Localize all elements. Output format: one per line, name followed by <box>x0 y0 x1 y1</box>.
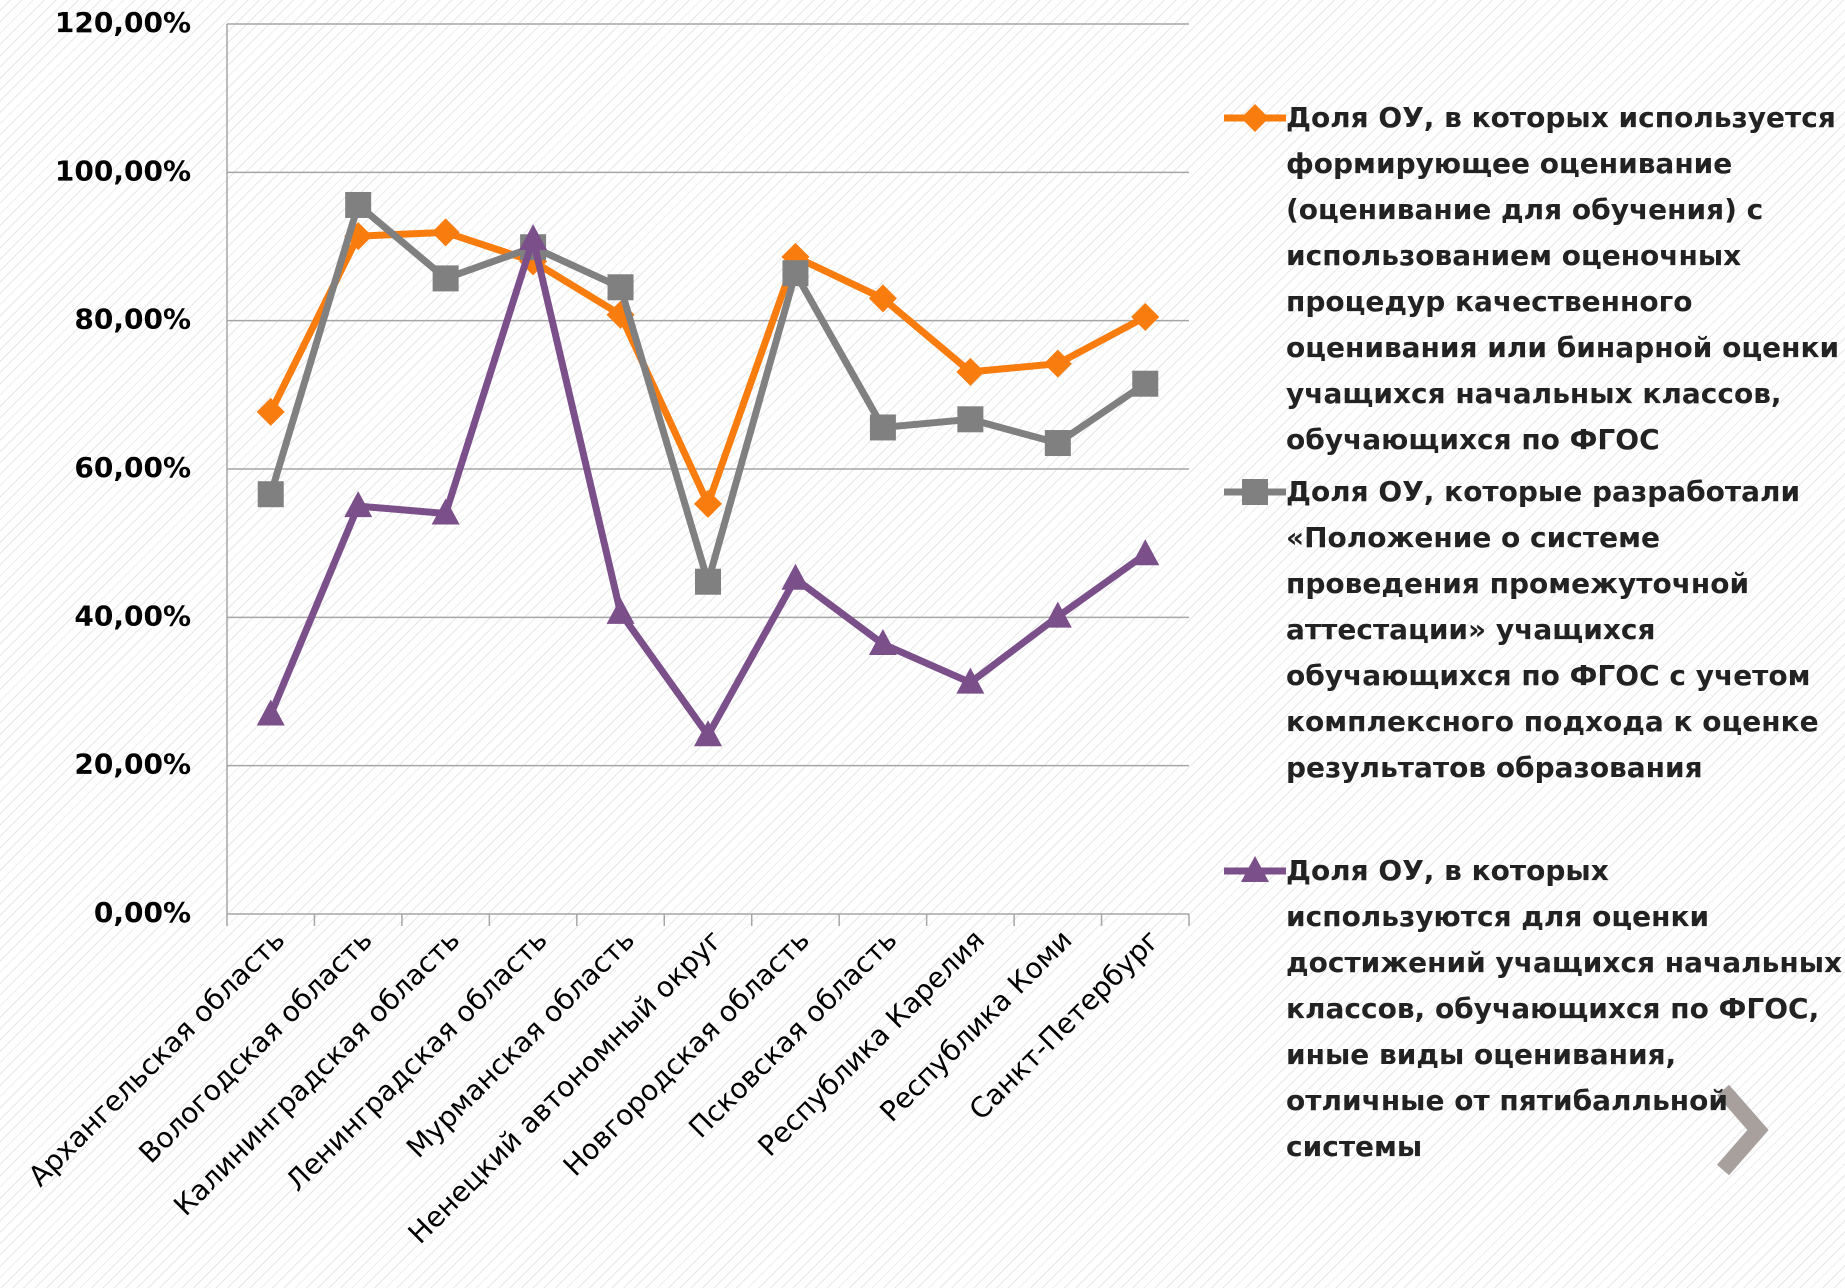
marker <box>256 397 285 426</box>
marker <box>956 357 985 386</box>
marker <box>1241 104 1269 132</box>
legend-entry: Доля ОУ, в которых используются для оцен… <box>1224 848 1844 1170</box>
next-chevron <box>1716 1084 1769 1176</box>
legend-icon <box>1224 479 1286 505</box>
marker <box>868 629 897 656</box>
marker <box>431 498 460 525</box>
marker <box>256 699 285 726</box>
legend-label: Доля ОУ, которые разработали «Положение … <box>1286 475 1819 784</box>
y-tick-label: 20,00% <box>74 748 191 781</box>
marker <box>1131 302 1160 331</box>
marker <box>1131 539 1160 566</box>
marker <box>431 218 460 247</box>
y-tick-label: 60,00% <box>74 451 191 484</box>
marker <box>345 191 372 218</box>
marker <box>257 481 284 508</box>
marker <box>695 568 721 595</box>
marker <box>694 720 722 747</box>
legend-label: Доля ОУ, в которых используется формирую… <box>1286 101 1840 456</box>
marker <box>781 563 810 590</box>
y-tick-label: 100,00% <box>55 154 191 187</box>
marker <box>1242 479 1268 505</box>
marker <box>957 406 984 433</box>
legend-icon <box>1224 856 1286 882</box>
marker <box>1043 349 1072 378</box>
marker <box>1132 370 1159 397</box>
legend-icon <box>1224 104 1286 132</box>
y-tick-label: 40,00% <box>74 599 191 632</box>
legend-entry: Доля ОУ, которые разработали «Положение … <box>1224 469 1844 791</box>
marker <box>432 265 459 292</box>
marker <box>607 274 634 301</box>
marker <box>519 224 548 251</box>
marker <box>869 414 896 441</box>
marker <box>868 284 897 313</box>
y-tick-label: 80,00% <box>74 303 191 336</box>
y-tick-label: 0,00% <box>94 896 191 929</box>
marker <box>1241 856 1269 882</box>
marker <box>1044 430 1071 457</box>
marker <box>694 489 722 518</box>
marker <box>606 597 635 624</box>
legend-label: Доля ОУ, в которых используются для оцен… <box>1286 854 1843 1163</box>
marker <box>1043 601 1072 628</box>
series-line <box>267 235 1148 739</box>
y-tick-label: 120,00% <box>55 6 191 39</box>
x-tick-label: Ненецкий автономный округ <box>402 923 729 1250</box>
marker <box>344 491 373 518</box>
legend-entry: Доля ОУ, в которых используется формирую… <box>1224 95 1844 463</box>
series-line <box>267 228 1147 508</box>
marker <box>782 260 809 287</box>
series-line <box>267 201 1148 586</box>
marker <box>956 667 985 694</box>
